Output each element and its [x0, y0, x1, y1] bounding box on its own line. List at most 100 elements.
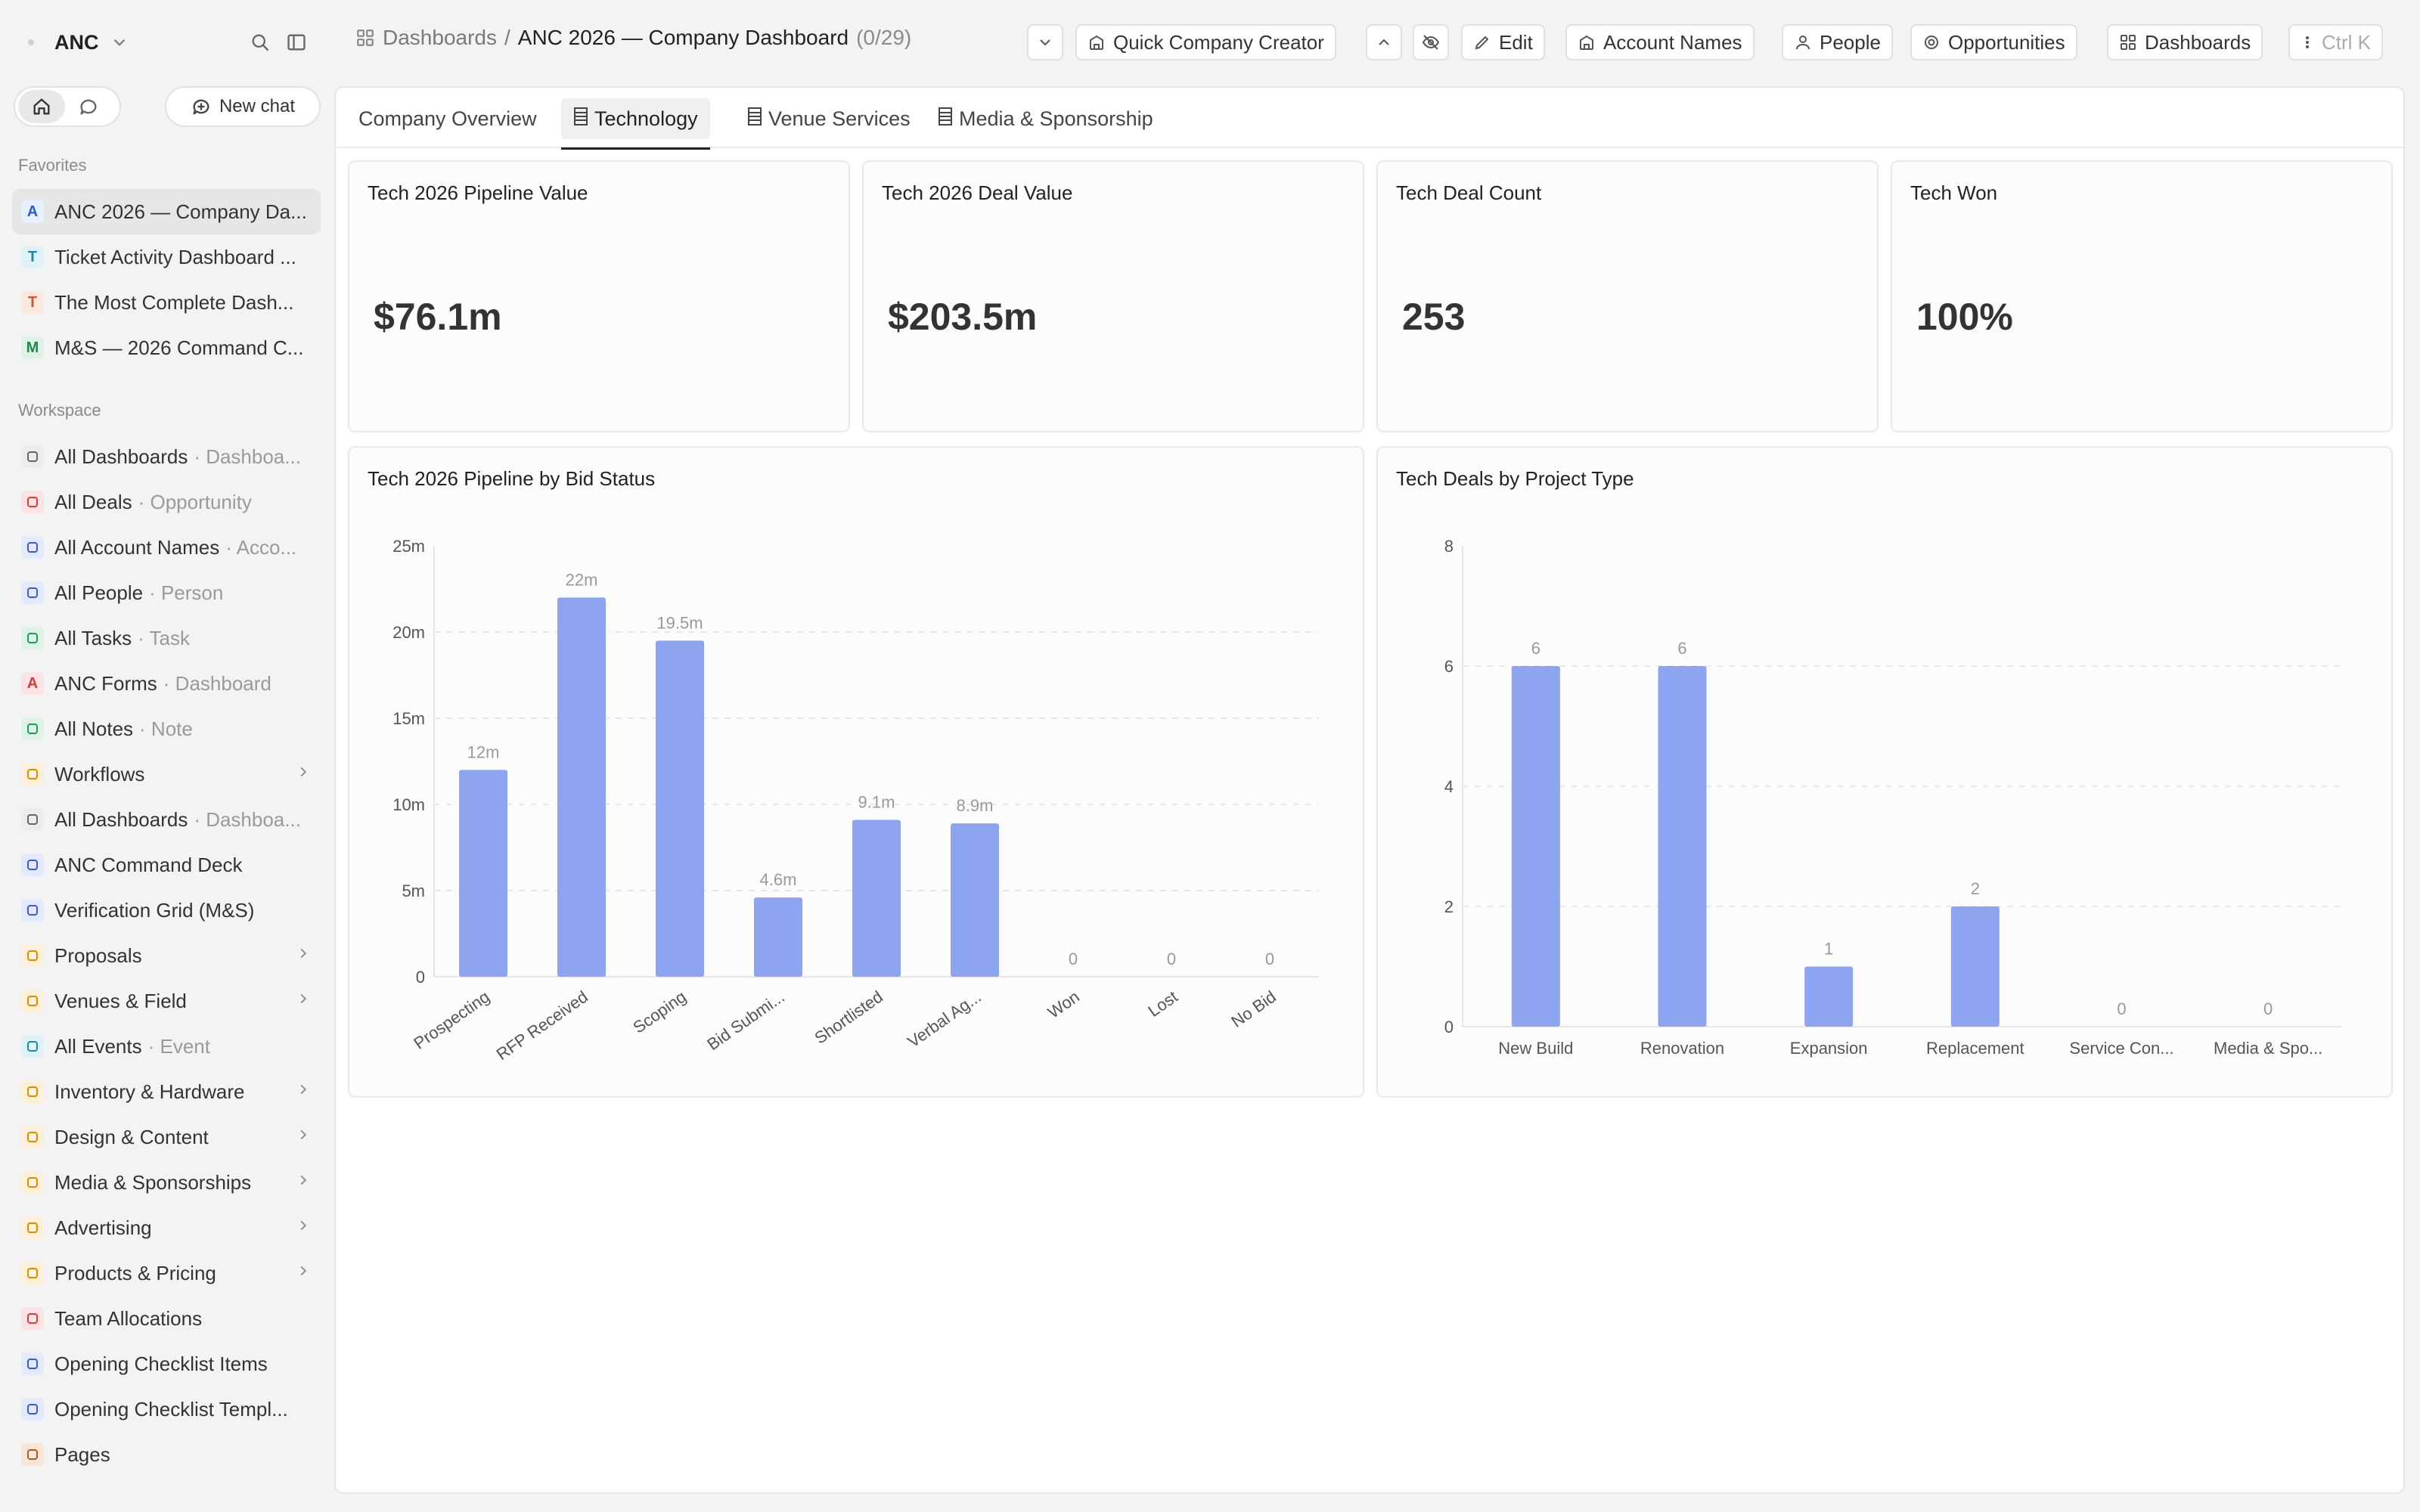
sidebar-item[interactable]: All Notes · Note: [12, 706, 321, 751]
chevron-right-icon[interactable]: [295, 764, 312, 785]
kpi-card: Tech Deal Count 253: [1376, 160, 1879, 432]
nav-item-label: Inventory & Hardware: [54, 1080, 245, 1103]
tab-company-overview[interactable]: Company Overview: [346, 98, 549, 139]
sidebar-toggle-icon[interactable]: [281, 27, 312, 57]
dashboard-list-icon: [21, 808, 44, 831]
grid-icon: [21, 854, 44, 876]
sidebar-item[interactable]: Verification Grid (M&S): [12, 888, 321, 933]
nav-item-label: ANC Command Deck: [54, 853, 243, 876]
command-menu-button[interactable]: Ctrl K: [2288, 24, 2383, 60]
sidebar-item[interactable]: ANC Command Deck: [12, 842, 321, 888]
sidebar-item[interactable]: Advertising: [12, 1205, 321, 1250]
nav-item-label: All Notes: [54, 717, 134, 740]
nav-item-label: Advertising: [54, 1216, 152, 1239]
table-icon: [21, 899, 44, 922]
sidebar-item[interactable]: Pages: [12, 1432, 321, 1477]
sidebar-item[interactable]: Inventory & Hardware: [12, 1069, 321, 1114]
sidebar-item[interactable]: All People · Person: [12, 570, 321, 615]
chevron-down-icon: [110, 33, 129, 52]
nav-item-label: Design & Content: [54, 1125, 209, 1148]
task-check-icon: [21, 627, 44, 649]
favorite-item[interactable]: M M&S — 2026 Command C...: [12, 325, 321, 370]
hide-button[interactable]: [1413, 24, 1449, 60]
building-icon: [1578, 33, 1596, 51]
target-icon: [21, 491, 44, 513]
favorite-item[interactable]: T The Most Complete Dash...: [12, 280, 321, 325]
opportunities-button[interactable]: Opportunities: [1910, 24, 2077, 60]
sidebar-item[interactable]: A ANC Forms · Dashboard: [12, 661, 321, 706]
y-tick-label: 4: [1444, 777, 1454, 796]
sidebar-item[interactable]: Opening Checklist Templ...: [12, 1387, 321, 1432]
sidebar-item[interactable]: Team Allocations: [12, 1296, 321, 1341]
favorite-item[interactable]: A ANC 2026 — Company Da...: [12, 189, 321, 234]
new-chat-label: New chat: [219, 96, 296, 116]
record-count: (0/29): [856, 26, 912, 49]
pencil-icon: [1473, 33, 1491, 51]
sidebar-item[interactable]: Venues & Field: [12, 978, 321, 1024]
x-tick-label: RFP Received: [493, 987, 591, 1064]
nav-item-label: Team Allocations: [54, 1306, 203, 1330]
bar: [1511, 666, 1560, 1027]
bar: [1658, 666, 1707, 1027]
bar-value-label: 0: [1265, 950, 1274, 968]
account-names-button[interactable]: Account Names: [1565, 24, 1754, 60]
sidebar-item[interactable]: All Dashboards · Dashboa...: [12, 434, 321, 479]
chevron-right-icon[interactable]: [295, 1263, 312, 1284]
x-tick-label: No Bid: [1227, 987, 1279, 1031]
sidebar-item[interactable]: All Deals · Opportunity: [12, 479, 321, 525]
dropdown-button[interactable]: [1027, 24, 1063, 60]
letter-a-icon: A: [21, 200, 44, 223]
people-button[interactable]: People: [1782, 24, 1893, 60]
quick-company-creator-label: Quick Company Creator: [1113, 30, 1324, 54]
letter-m-icon: M: [21, 336, 44, 359]
chevron-right-icon[interactable]: [295, 1172, 312, 1194]
chevron-right-icon[interactable]: [295, 1081, 312, 1103]
search-icon[interactable]: [245, 27, 275, 57]
y-tick-label: 15m: [392, 709, 425, 728]
home-icon[interactable]: [18, 90, 65, 123]
sidebar-item[interactable]: Workflows: [12, 751, 321, 797]
sidebar-item[interactable]: Proposals: [12, 933, 321, 978]
dashboard-tabs: Company Overview Technology Venue Services…: [336, 88, 2403, 150]
nav-item-label: ANC 2026 — Company Da...: [54, 200, 307, 223]
sidebar-item[interactable]: All Events · Event: [12, 1024, 321, 1069]
bar-value-label: 0: [2263, 999, 2273, 1018]
collapse-button[interactable]: [1366, 24, 1402, 60]
sidebar-item[interactable]: Products & Pricing: [12, 1250, 321, 1296]
sidebar-item[interactable]: Design & Content: [12, 1114, 321, 1160]
tab-venue-services[interactable]: Venue Services: [735, 98, 923, 139]
bar: [951, 823, 999, 977]
chevron-right-icon[interactable]: [295, 990, 312, 1012]
chevron-right-icon[interactable]: [295, 945, 312, 967]
sidebar-item[interactable]: All Tasks · Task: [12, 615, 321, 661]
favorite-item[interactable]: T Ticket Activity Dashboard ...: [12, 234, 321, 280]
kpi-title: Tech 2026 Deal Value: [882, 181, 1073, 204]
tab-technology[interactable]: Technology: [561, 98, 710, 150]
box-icon: [21, 1080, 44, 1103]
nav-item-label: All People: [54, 581, 144, 604]
x-tick-label: New Build: [1498, 1039, 1573, 1058]
building-icon: [21, 990, 44, 1012]
y-tick-label: 10m: [392, 795, 425, 814]
new-chat-button[interactable]: New chat: [165, 86, 321, 127]
x-tick-label: Shortlisted: [811, 987, 886, 1048]
chevron-right-icon[interactable]: [295, 1126, 312, 1148]
nav-item-type: · Acco...: [225, 535, 297, 559]
sidebar-item[interactable]: All Account Names · Acco...: [12, 525, 321, 570]
chat-bubble-icon[interactable]: [65, 90, 112, 123]
sidebar-item[interactable]: Media & Sponsorships: [12, 1160, 321, 1205]
kpi-title: Tech Won: [1910, 181, 1998, 204]
tab-media-sponsorship[interactable]: Media & Sponsorship: [926, 98, 1165, 139]
quick-company-creator-button[interactable]: Quick Company Creator: [1075, 24, 1336, 60]
bar-value-label: 0: [1167, 950, 1176, 968]
breadcrumb-root[interactable]: Dashboards: [383, 26, 497, 49]
workspace-switcher[interactable]: ANC: [18, 23, 129, 62]
sidebar-item[interactable]: All Dashboards · Dashboa...: [12, 797, 321, 842]
nav-item-type: · Event: [147, 1034, 210, 1058]
dashboards-button[interactable]: Dashboards: [2107, 24, 2263, 60]
nav-item-label: Products & Pricing: [54, 1261, 216, 1284]
chevron-right-icon[interactable]: [295, 1217, 312, 1239]
template-icon: [21, 1398, 44, 1421]
edit-button[interactable]: Edit: [1461, 24, 1545, 60]
sidebar-item[interactable]: Opening Checklist Items: [12, 1341, 321, 1387]
